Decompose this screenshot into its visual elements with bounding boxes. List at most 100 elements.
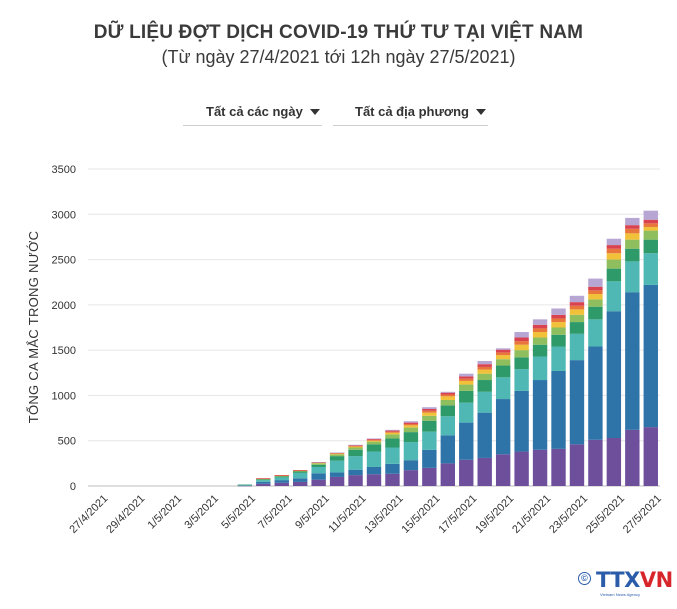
bar-segment[interactable]: [569, 309, 585, 315]
bar-segment[interactable]: [237, 484, 253, 486]
bar-segment[interactable]: [403, 425, 419, 428]
bar-segment[interactable]: [514, 451, 529, 486]
bar-segment[interactable]: [274, 477, 289, 481]
bar-segment[interactable]: [514, 390, 529, 452]
bar-segment[interactable]: [625, 233, 640, 240]
bar-segment[interactable]: [274, 476, 289, 478]
bar-segment[interactable]: [256, 479, 271, 481]
bar-segment[interactable]: [551, 318, 566, 323]
bar-segment[interactable]: [606, 438, 622, 486]
bar-segment[interactable]: [625, 292, 640, 430]
bar-segment[interactable]: [514, 369, 529, 391]
bar-segment[interactable]: [422, 407, 437, 410]
bar-segment[interactable]: [348, 444, 363, 446]
bar-segment[interactable]: [551, 322, 566, 328]
bar-segment[interactable]: [495, 454, 511, 486]
bar-segment[interactable]: [329, 453, 345, 455]
bar-segment[interactable]: [551, 314, 566, 319]
bar-segment[interactable]: [348, 449, 363, 457]
bar-segment[interactable]: [366, 438, 382, 440]
bar-segment[interactable]: [348, 469, 363, 476]
bar-segment[interactable]: [551, 346, 566, 371]
bar-segment[interactable]: [385, 463, 400, 474]
bar-segment[interactable]: [532, 332, 548, 338]
bar-segment[interactable]: [532, 449, 548, 486]
bar-segment[interactable]: [311, 464, 326, 467]
bar-segment[interactable]: [366, 466, 382, 475]
bar-segment[interactable]: [403, 421, 419, 423]
bar-segment[interactable]: [606, 238, 622, 246]
bar-segment[interactable]: [459, 376, 474, 379]
bar-segment[interactable]: [366, 438, 382, 440]
bar-segment[interactable]: [403, 460, 419, 471]
bar-segment[interactable]: [569, 314, 585, 323]
bar-segment[interactable]: [625, 239, 640, 249]
bar-segment[interactable]: [606, 253, 622, 260]
bar-segment[interactable]: [495, 348, 511, 350]
bar-segment[interactable]: [366, 451, 382, 467]
bar-segment[interactable]: [588, 290, 603, 294]
bar-segment[interactable]: [366, 441, 382, 445]
bar-segment[interactable]: [514, 350, 529, 358]
bar-segment[interactable]: [366, 439, 382, 441]
bar-segment[interactable]: [551, 334, 566, 347]
bar-segment[interactable]: [625, 217, 640, 226]
bar-segment[interactable]: [606, 245, 622, 249]
bar-segment[interactable]: [329, 460, 345, 473]
region-filter-dropdown[interactable]: Tất cả địa phương: [333, 98, 488, 126]
bar-segment[interactable]: [256, 480, 271, 482]
bar-segment[interactable]: [477, 412, 492, 458]
bar-segment[interactable]: [422, 415, 437, 421]
bar-segment[interactable]: [625, 225, 640, 229]
bar-segment[interactable]: [385, 438, 400, 448]
bar-segment[interactable]: [403, 423, 419, 426]
bar-segment[interactable]: [459, 378, 474, 381]
bar-segment[interactable]: [588, 299, 603, 307]
bar-segment[interactable]: [643, 210, 658, 220]
bar-segment[interactable]: [348, 445, 363, 446]
bar-segment[interactable]: [385, 431, 400, 433]
bar-segment[interactable]: [569, 305, 585, 310]
bar-segment[interactable]: [495, 349, 511, 353]
bar-segment[interactable]: [440, 394, 455, 397]
bar-segment[interactable]: [569, 302, 585, 306]
bar-segment[interactable]: [311, 463, 326, 465]
bar-segment[interactable]: [385, 447, 400, 464]
bar-segment[interactable]: [440, 392, 455, 395]
bar-segment[interactable]: [588, 293, 603, 300]
bar-segment[interactable]: [532, 356, 548, 381]
bar-segment[interactable]: [588, 319, 603, 347]
bar-segment[interactable]: [329, 456, 345, 461]
bar-segment[interactable]: [643, 427, 658, 486]
bar-segment[interactable]: [274, 480, 289, 483]
bar-segment[interactable]: [643, 219, 658, 224]
bar-segment[interactable]: [643, 223, 658, 227]
bar-segment[interactable]: [514, 332, 529, 338]
bar-segment[interactable]: [625, 261, 640, 293]
bar-segment[interactable]: [293, 470, 308, 471]
bar-segment[interactable]: [329, 472, 345, 477]
bar-segment[interactable]: [348, 456, 363, 470]
bar-segment[interactable]: [422, 449, 437, 468]
bar-segment[interactable]: [459, 373, 474, 377]
bar-segment[interactable]: [348, 475, 363, 486]
bar-segment[interactable]: [311, 462, 326, 463]
bar-segment[interactable]: [643, 230, 658, 240]
bar-segment[interactable]: [514, 344, 529, 351]
bar-segment[interactable]: [403, 422, 419, 424]
bar-segment[interactable]: [495, 399, 511, 455]
bar-segment[interactable]: [532, 319, 548, 325]
bar-segment[interactable]: [348, 446, 363, 448]
bar-segment[interactable]: [385, 473, 400, 486]
bar-segment[interactable]: [440, 405, 455, 417]
bar-segment[interactable]: [366, 474, 382, 486]
bar-segment[interactable]: [477, 364, 492, 367]
bar-segment[interactable]: [440, 391, 455, 393]
bar-segment[interactable]: [495, 355, 511, 360]
bar-segment[interactable]: [569, 444, 585, 486]
bar-segment[interactable]: [422, 467, 437, 486]
bar-segment[interactable]: [588, 286, 603, 291]
bar-segment[interactable]: [329, 454, 345, 457]
bar-segment[interactable]: [459, 390, 474, 403]
bar-segment[interactable]: [293, 481, 308, 486]
